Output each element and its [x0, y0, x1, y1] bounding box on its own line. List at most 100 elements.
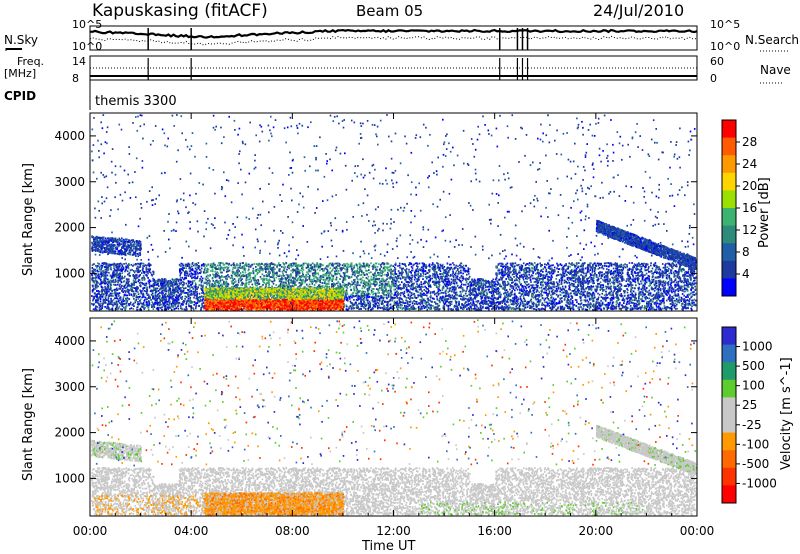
data-cell — [388, 294, 390, 296]
data-cell — [678, 281, 680, 283]
data-cell — [576, 263, 578, 265]
data-cell — [317, 269, 319, 271]
data-cell — [141, 297, 143, 299]
data-cell — [103, 282, 105, 284]
data-cell — [612, 277, 614, 279]
data-cell — [245, 281, 247, 283]
data-cell — [644, 274, 646, 276]
data-cell — [272, 281, 274, 283]
data-cell — [137, 301, 139, 303]
data-cell — [204, 267, 206, 269]
data-cell — [661, 300, 663, 302]
data-cell — [644, 287, 646, 289]
data-cell — [299, 265, 301, 267]
data-cell — [359, 274, 361, 276]
data-cell — [465, 290, 467, 292]
data-cell — [153, 273, 155, 275]
data-cell — [578, 262, 580, 264]
data-cell — [359, 284, 361, 286]
noise-tick-high-left: 10^5 — [72, 18, 102, 31]
data-cell — [371, 290, 373, 292]
data-cell — [535, 298, 537, 300]
data-cell — [360, 278, 362, 280]
data-cell — [134, 287, 136, 289]
data-cell — [640, 280, 642, 282]
data-cell — [379, 280, 381, 282]
data-cell — [214, 271, 216, 273]
data-cell — [199, 272, 201, 274]
data-cell — [325, 285, 327, 287]
data-cell — [100, 269, 102, 271]
data-cell — [217, 265, 219, 267]
data-cell — [364, 286, 366, 288]
data-cell — [122, 278, 124, 280]
data-cell — [678, 297, 680, 299]
data-cell — [602, 297, 604, 299]
data-cell — [499, 279, 501, 281]
data-cell — [119, 263, 121, 265]
data-cell — [507, 281, 509, 283]
data-cell — [121, 282, 123, 284]
freq-unit: [MHz] — [4, 67, 36, 80]
freq-panel: 14 8 60 0 Freq. [MHz] Nave — [4, 55, 791, 85]
power-panel: 1000200030004000 Slant Range [km] 282420… — [21, 113, 772, 311]
data-cell — [196, 291, 198, 293]
data-cell — [502, 288, 504, 290]
data-cell — [538, 296, 540, 298]
data-cell — [469, 268, 471, 270]
data-cell — [522, 308, 524, 310]
data-cell — [647, 269, 649, 271]
data-cell — [260, 276, 262, 278]
data-cell — [608, 288, 610, 290]
data-cell — [273, 272, 275, 274]
data-cell — [439, 286, 441, 288]
data-cell — [505, 278, 507, 280]
data-cell — [228, 276, 230, 278]
data-cell — [342, 264, 344, 266]
data-cell — [146, 267, 148, 269]
nsky-line — [90, 30, 697, 38]
data-cell — [129, 298, 131, 300]
data-cell — [396, 284, 398, 286]
data-cell — [558, 295, 560, 297]
data-cell — [125, 290, 127, 292]
data-cell — [146, 269, 148, 271]
data-cell — [273, 283, 275, 285]
data-cell — [382, 301, 384, 303]
data-cell — [606, 288, 608, 290]
data-cell — [512, 281, 514, 283]
data-cell — [380, 266, 382, 268]
data-cell — [355, 292, 357, 294]
data-cell — [199, 296, 201, 298]
data-cell — [497, 291, 499, 293]
data-cell — [575, 281, 577, 283]
data-cell — [502, 302, 504, 304]
data-cell — [347, 264, 349, 266]
data-cell — [419, 289, 421, 291]
data-cell — [645, 279, 647, 281]
data-cell — [91, 303, 93, 305]
data-cell — [269, 279, 271, 281]
data-cell — [547, 262, 549, 264]
data-cell — [649, 309, 651, 311]
data-cell — [394, 271, 396, 273]
cpid-name: themis 3300 — [95, 94, 177, 109]
data-cell — [155, 293, 157, 295]
data-cell — [286, 269, 288, 271]
nsky-label: N.Sky — [4, 33, 38, 47]
data-cell — [428, 301, 430, 303]
data-cell — [276, 274, 278, 276]
data-cell — [523, 297, 525, 299]
data-cell — [516, 276, 518, 278]
data-cell — [220, 266, 222, 268]
data-cell — [581, 291, 583, 293]
data-cell — [195, 308, 197, 310]
data-cell — [263, 264, 265, 266]
data-cell — [502, 271, 504, 273]
data-cell — [463, 278, 465, 280]
data-cell — [172, 305, 174, 307]
data-cell — [650, 262, 652, 264]
data-cell — [368, 269, 370, 271]
data-cell — [399, 284, 401, 286]
data-cell — [578, 266, 580, 268]
